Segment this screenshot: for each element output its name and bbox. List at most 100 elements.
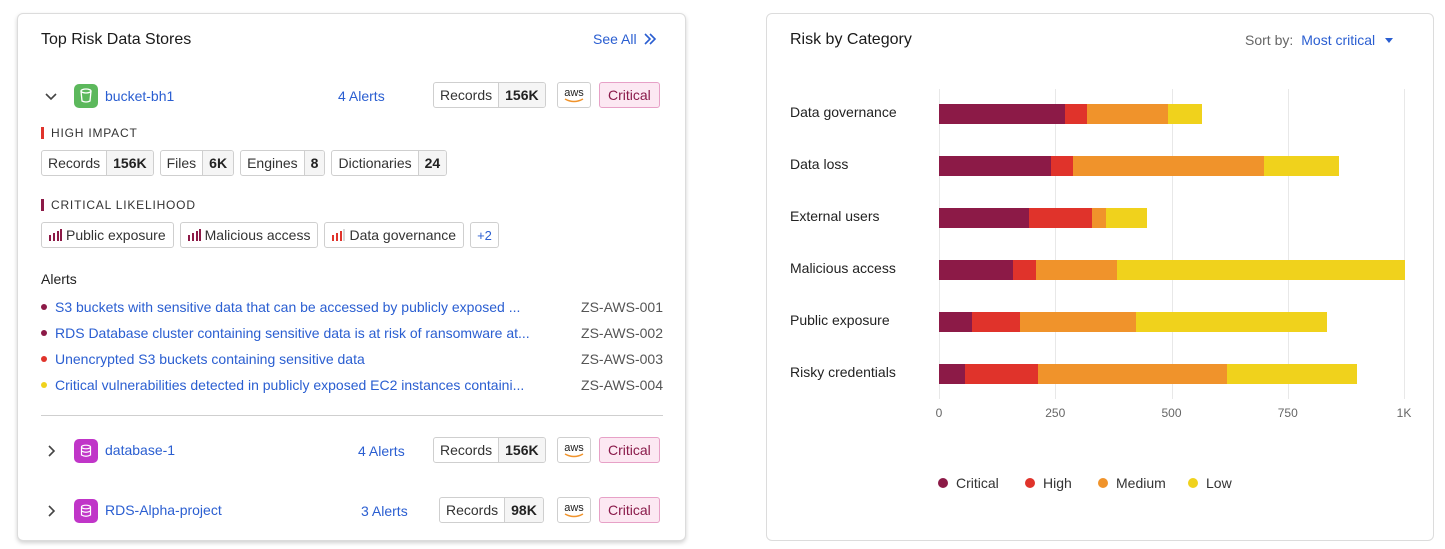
sort-control[interactable]: Sort by: Most critical — [1245, 32, 1395, 48]
likelihood-tag: Malicious access — [179, 222, 319, 248]
alert-code: ZS-AWS-003 — [581, 351, 663, 367]
sort-label: Sort by: — [1245, 32, 1294, 48]
records-label: Records — [440, 87, 493, 103]
critical-segment[interactable] — [939, 364, 965, 384]
gridline — [1171, 89, 1173, 399]
expand-toggle[interactable] — [43, 88, 59, 107]
alert-row[interactable]: RDS Database cluster containing sensitiv… — [41, 323, 663, 343]
likelihood-tag: Data governance — [324, 222, 465, 248]
gridline — [1055, 89, 1057, 399]
x-tick-label: 750 — [1277, 406, 1298, 420]
gridline — [939, 89, 940, 399]
see-all-label: See All — [593, 31, 637, 47]
critical-segment[interactable] — [939, 208, 1029, 228]
sort-value[interactable]: Most critical — [1301, 32, 1376, 48]
critical-segment[interactable] — [939, 156, 1051, 176]
high-segment[interactable] — [1028, 208, 1093, 228]
alert-row[interactable]: Unencrypted S3 buckets containing sensit… — [41, 349, 663, 369]
high-segment[interactable] — [964, 364, 1039, 384]
store-alerts-link[interactable]: 4 Alerts — [338, 88, 385, 104]
category-label: Data governance — [790, 104, 897, 120]
medium-segment[interactable] — [1072, 156, 1264, 176]
database-icon — [74, 499, 98, 523]
medium-segment[interactable] — [1092, 208, 1107, 228]
alert-code: ZS-AWS-002 — [581, 325, 663, 341]
expand-toggle[interactable] — [43, 443, 59, 462]
medium-segment[interactable] — [1035, 260, 1118, 280]
alert-row[interactable]: S3 buckets with sensitive data that can … — [41, 297, 663, 317]
legend-item[interactable]: Medium — [1098, 475, 1166, 491]
legend-dot — [1098, 478, 1108, 488]
card-title: Risk by Category — [790, 31, 912, 48]
alert-code: ZS-AWS-001 — [581, 299, 663, 315]
store-alerts-link[interactable]: 4 Alerts — [358, 443, 405, 459]
critical-segment[interactable] — [939, 260, 1014, 280]
chevron-down-icon — [45, 93, 57, 101]
records-value: 156K — [498, 438, 545, 462]
medium-segment[interactable] — [1086, 104, 1169, 124]
category-label: Public exposure — [790, 312, 890, 328]
signal-bars-icon — [332, 229, 346, 241]
database-icon — [74, 439, 98, 463]
low-segment[interactable] — [1168, 104, 1202, 124]
caret-down-icon — [1385, 38, 1394, 43]
severity-dot — [41, 304, 47, 310]
high-segment[interactable] — [1013, 260, 1036, 280]
legend-item[interactable]: Low — [1188, 475, 1232, 491]
alert-row[interactable]: Critical vulnerabilities detected in pub… — [41, 375, 663, 395]
high-impact-chips: Records 156K Files 6K Engines 8 Dictionarie… — [41, 150, 448, 176]
risk-by-category-card: Risk by Category Sort by: Most critical … — [766, 13, 1434, 541]
medium-segment[interactable] — [1038, 364, 1228, 384]
high-segment[interactable] — [1050, 156, 1073, 176]
records-value: 98K — [504, 498, 543, 522]
high-segment[interactable] — [1064, 104, 1087, 124]
impact-chip: Records 156K — [41, 150, 154, 176]
alert-text[interactable]: Critical vulnerabilities detected in pub… — [55, 377, 525, 393]
low-segment[interactable] — [1263, 156, 1339, 176]
impact-chip: Files 6K — [159, 150, 235, 176]
legend-item[interactable]: Critical — [938, 475, 999, 491]
alert-text[interactable]: RDS Database cluster containing sensitiv… — [55, 325, 530, 341]
see-all-link[interactable]: See All — [593, 31, 657, 47]
signal-bars-icon — [49, 229, 62, 241]
legend-label: Medium — [1116, 475, 1166, 491]
critical-segment[interactable] — [939, 312, 973, 332]
signal-bars-icon — [187, 229, 201, 241]
medium-segment[interactable] — [1020, 312, 1136, 332]
legend-label: Low — [1206, 475, 1232, 491]
high-segment[interactable] — [972, 312, 1021, 332]
severity-badge: Critical — [599, 497, 660, 523]
low-segment[interactable] — [1117, 260, 1406, 280]
aws-logo-icon: aws — [557, 82, 591, 108]
gridline — [1287, 89, 1289, 399]
store-name[interactable]: database-1 — [105, 442, 176, 458]
likelihood-tags: Public exposure Malicious access Data go… — [41, 222, 499, 248]
records-value: 156K — [498, 83, 545, 107]
impact-chip: Engines 8 — [240, 150, 326, 176]
legend-dot — [1025, 478, 1035, 488]
alert-text[interactable]: S3 buckets with sensitive data that can … — [55, 299, 521, 315]
divider — [41, 415, 663, 416]
store-name[interactable]: RDS-Alpha-project — [105, 502, 222, 518]
severity-dot — [41, 356, 47, 362]
legend-item[interactable]: High — [1025, 475, 1072, 491]
chevron-right-icon — [48, 445, 56, 457]
records-chip: Records 156K — [433, 437, 546, 463]
gridline — [1404, 89, 1405, 399]
expand-toggle[interactable] — [43, 503, 59, 522]
likelihood-tag: Public exposure — [41, 222, 174, 248]
more-tags-button[interactable]: +2 — [470, 222, 499, 248]
low-segment[interactable] — [1135, 312, 1328, 332]
legend-label: High — [1043, 475, 1072, 491]
impact-chip: Dictionaries 24 — [331, 150, 448, 176]
low-segment[interactable] — [1106, 208, 1148, 228]
legend-dot — [938, 478, 948, 488]
critical-segment[interactable] — [939, 104, 1065, 124]
alert-text[interactable]: Unencrypted S3 buckets containing sensit… — [55, 351, 365, 367]
records-chip: Records 98K — [439, 497, 544, 523]
critical-likelihood-heading: CRITICAL LIKELIHOOD — [41, 198, 196, 212]
store-name[interactable]: bucket-bh1 — [105, 88, 175, 104]
store-alerts-link[interactable]: 3 Alerts — [361, 503, 408, 519]
x-tick-label: 250 — [1045, 406, 1066, 420]
low-segment[interactable] — [1227, 364, 1358, 384]
